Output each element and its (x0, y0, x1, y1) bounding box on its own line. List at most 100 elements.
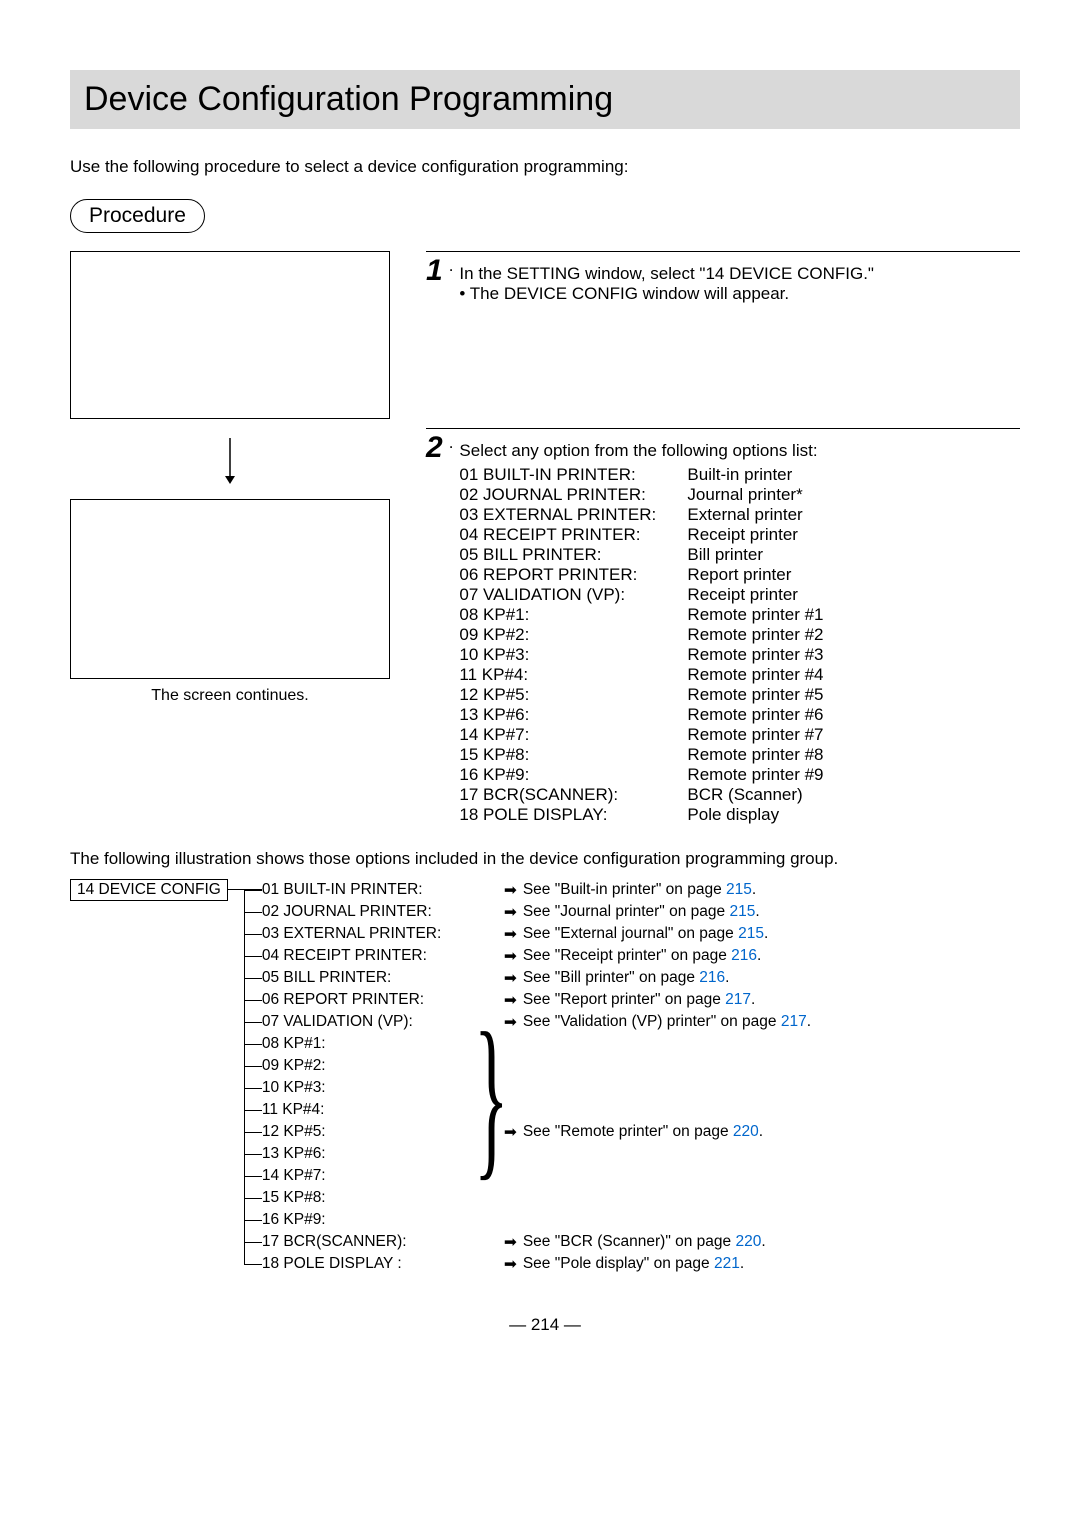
option-desc: Remote printer #5 (687, 685, 823, 705)
tree-item-label: 11 KP#4: (262, 1101, 325, 1119)
tree-item-label: 12 KP#5: (262, 1123, 326, 1141)
option-label: 04 RECEIPT PRINTER: (459, 525, 687, 545)
page-link[interactable]: 216 (699, 969, 725, 986)
tree-item: 04 RECEIPT PRINTER: (262, 945, 480, 967)
option-label: 10 KP#3: (459, 645, 687, 665)
option-desc: Receipt printer (687, 585, 798, 605)
tree-item: 08 KP#1: (262, 1033, 480, 1055)
page-link[interactable]: 221 (714, 1255, 740, 1272)
option-label: 01 BUILT-IN PRINTER: (459, 465, 687, 485)
right-arrow-icon: ➡ (504, 1255, 517, 1274)
step2-screenshot-placeholder (70, 499, 390, 679)
tree-item-label: 01 BUILT-IN PRINTER: (262, 881, 423, 899)
option-desc: Remote printer #6 (687, 705, 823, 725)
page-link[interactable]: 217 (725, 991, 751, 1008)
tree-ref: ➡See "Built-in printer" on page 215. (504, 879, 1020, 901)
option-desc: Remote printer #3 (687, 645, 823, 665)
option-row: 03 EXTERNAL PRINTER:External printer (459, 505, 1020, 525)
tree-ref: ➡ See "Pole display" on page 221. (504, 1253, 1020, 1275)
step1-bullet: The DEVICE CONFIG window will appear. (459, 284, 1020, 304)
option-label: 15 KP#8: (459, 745, 687, 765)
option-label: 08 KP#1: (459, 605, 687, 625)
tree-ref: ➡See "Validation (VP) printer" on page 2… (504, 1011, 1020, 1033)
tree-ref: ➡See "Report printer" on page 217. (504, 989, 1020, 1011)
tree-item: 17 BCR(SCANNER): (262, 1231, 480, 1253)
step2-number: 2 (426, 433, 443, 463)
option-label: 11 KP#4: (459, 665, 687, 685)
tree-item-label: 02 JOURNAL PRINTER: (262, 903, 432, 921)
tree-ref: ➡See "Receipt printer" on page 216. (504, 945, 1020, 967)
step1-text: In the SETTING window, select "14 DEVICE… (459, 264, 874, 283)
option-desc: Remote printer #7 (687, 725, 823, 745)
tree-item: 18 POLE DISPLAY : (262, 1253, 480, 1275)
option-row: 04 RECEIPT PRINTER:Receipt printer (459, 525, 1020, 545)
tree-item: 01 BUILT-IN PRINTER: (262, 879, 480, 901)
option-label: 03 EXTERNAL PRINTER: (459, 505, 687, 525)
option-row: 07 VALIDATION (VP):Receipt printer (459, 585, 1020, 605)
tree-item-label: 13 KP#6: (262, 1145, 326, 1163)
tree-ref-text: See "Remote printer" on page 220. (523, 1123, 763, 1141)
option-label: 14 KP#7: (459, 725, 687, 745)
page-link[interactable]: 220 (735, 1233, 761, 1250)
tree-item-label: 08 KP#1: (262, 1035, 326, 1053)
option-label: 16 KP#9: (459, 765, 687, 785)
title-bar: Device Configuration Programming (70, 70, 1020, 129)
option-label: 05 BILL PRINTER: (459, 545, 687, 565)
page-number: — 214 — (70, 1315, 1020, 1335)
tree-item-label: 16 KP#9: (262, 1211, 326, 1229)
right-arrow-icon: ➡ (504, 925, 517, 944)
option-row: 08 KP#1:Remote printer #1 (459, 605, 1020, 625)
page-link[interactable]: 215 (738, 925, 764, 942)
tree-item-label: 14 KP#7: (262, 1167, 326, 1185)
option-row: 17 BCR(SCANNER):BCR (Scanner) (459, 785, 1020, 805)
procedure-badge: Procedure (70, 199, 205, 233)
tree-ref-text: See "Report printer" on page 217. (523, 991, 755, 1009)
page-link[interactable]: 216 (731, 947, 757, 964)
step2: 2. Select any option from the following … (426, 433, 1020, 825)
intro-text: Use the following procedure to select a … (70, 157, 1020, 177)
option-desc: Receipt printer (687, 525, 798, 545)
tree-ref-text: See "BCR (Scanner)" on page 220. (523, 1233, 766, 1251)
option-row: 05 BILL PRINTER:Bill printer (459, 545, 1020, 565)
option-row: 11 KP#4:Remote printer #4 (459, 665, 1020, 685)
option-row: 12 KP#5:Remote printer #5 (459, 685, 1020, 705)
option-label: 09 KP#2: (459, 625, 687, 645)
option-row: 01 BUILT-IN PRINTER:Built-in printer (459, 465, 1020, 485)
option-label: 07 VALIDATION (VP): (459, 585, 687, 605)
option-label: 02 JOURNAL PRINTER: (459, 485, 687, 505)
tree-ref: ➡See "BCR (Scanner)" on page 220. (504, 1231, 1020, 1253)
tree-item-label: 06 REPORT PRINTER: (262, 991, 424, 1009)
group-note: The following illustration shows those o… (70, 849, 1020, 869)
option-desc: Bill printer (687, 545, 763, 565)
step2-text: Select any option from the following opt… (459, 441, 817, 460)
option-desc: Journal printer* (687, 485, 802, 505)
page-link[interactable]: 220 (733, 1123, 759, 1140)
tree-ref: ➡See "External journal" on page 215. (504, 923, 1020, 945)
option-row: 02 JOURNAL PRINTER:Journal printer* (459, 485, 1020, 505)
tree-diagram: 14 DEVICE CONFIG 01 BUILT-IN PRINTER: 02 … (70, 879, 1020, 1275)
tree-root: 14 DEVICE CONFIG (70, 879, 228, 901)
tree-item-label: 10 KP#3: (262, 1079, 326, 1097)
page-link[interactable]: 217 (781, 1013, 807, 1030)
page-link[interactable]: 215 (729, 903, 755, 920)
right-arrow-icon: ➡ (504, 947, 517, 966)
right-arrow-icon: ➡ (504, 881, 517, 900)
tree-item: 09 KP#2: (262, 1055, 480, 1077)
down-arrow-icon (70, 438, 390, 489)
tree-item: 06 REPORT PRINTER: (262, 989, 480, 1011)
curly-brace-icon: } (474, 1013, 509, 1179)
tree-ref: ➡See "Remote printer" on page 220. (504, 1121, 763, 1143)
tree-ref-text: See "Pole display" on page 221. (523, 1255, 744, 1273)
option-label: 06 REPORT PRINTER: (459, 565, 687, 585)
option-desc: Remote printer #9 (687, 765, 823, 785)
page-title: Device Configuration Programming (84, 80, 1006, 119)
option-label: 12 KP#5: (459, 685, 687, 705)
option-label: 17 BCR(SCANNER): (459, 785, 687, 805)
option-desc: Pole display (687, 805, 779, 825)
tree-ref-text: See "Bill printer" on page 216. (523, 969, 730, 987)
page-link[interactable]: 215 (726, 881, 752, 898)
tree-item: 07 VALIDATION (VP): (262, 1011, 480, 1033)
tree-item-label: 04 RECEIPT PRINTER: (262, 947, 427, 965)
option-row: 10 KP#3:Remote printer #3 (459, 645, 1020, 665)
option-row: 18 POLE DISPLAY:Pole display (459, 805, 1020, 825)
